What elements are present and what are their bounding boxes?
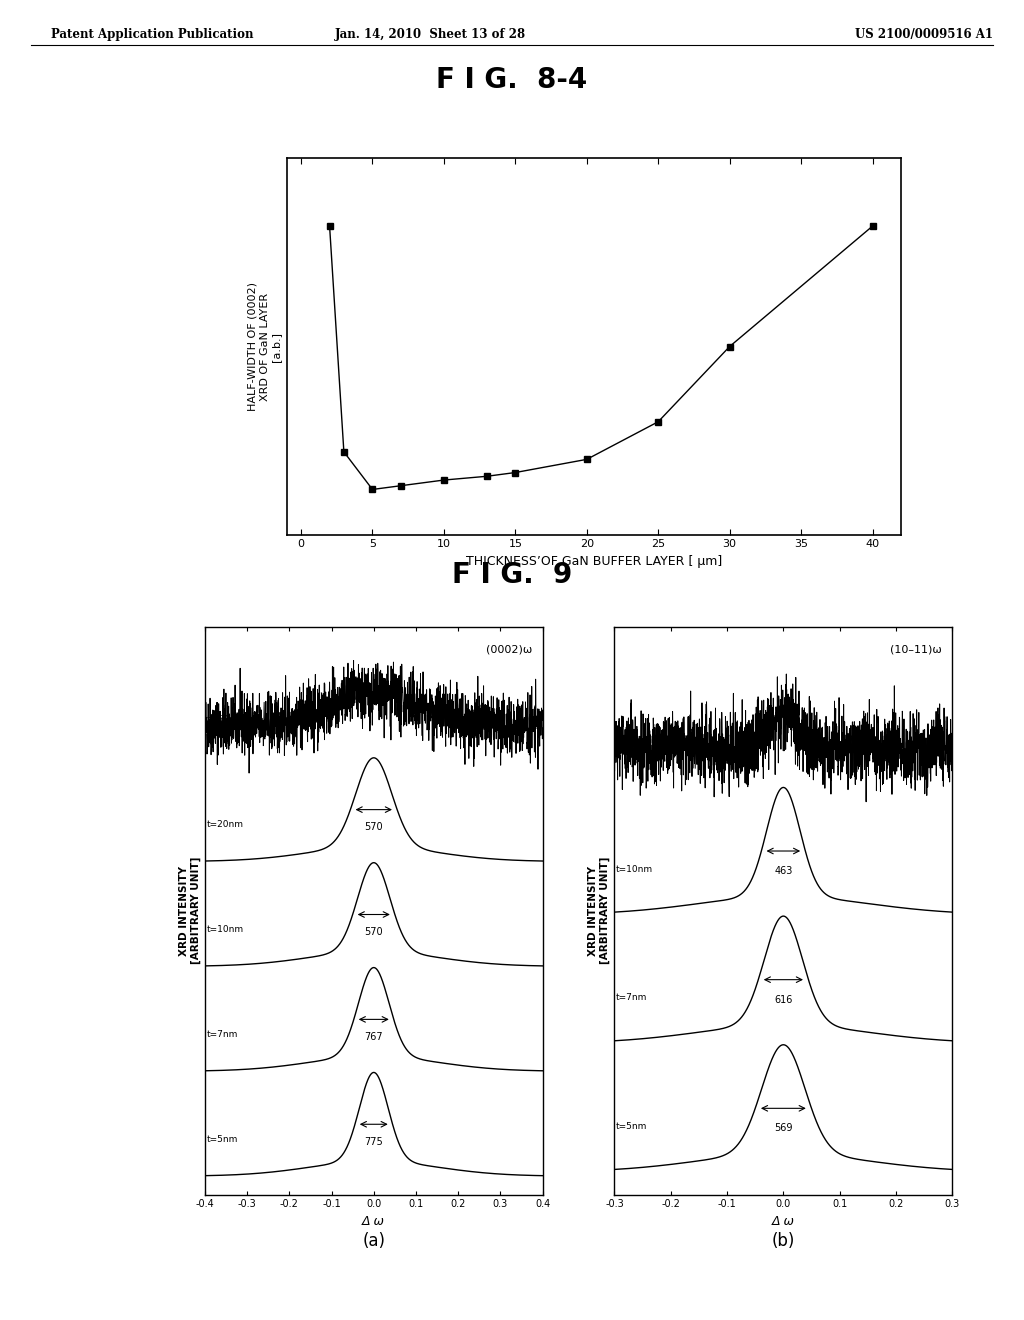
Text: t=10nm: t=10nm <box>616 865 653 874</box>
Text: t=7nm: t=7nm <box>616 994 647 1002</box>
Text: F I G.  8-4: F I G. 8-4 <box>436 66 588 94</box>
Text: 463: 463 <box>774 866 793 876</box>
Text: Jan. 14, 2010  Sheet 13 of 28: Jan. 14, 2010 Sheet 13 of 28 <box>335 28 525 41</box>
Text: (b): (b) <box>772 1232 795 1250</box>
Text: 569: 569 <box>774 1123 793 1134</box>
Text: Patent Application Publication: Patent Application Publication <box>51 28 254 41</box>
Text: t=20nm: t=20nm <box>207 820 244 829</box>
Y-axis label: XRD INTENSITY
[ARBITRARY UNIT]: XRD INTENSITY [ARBITRARY UNIT] <box>589 857 610 965</box>
Text: 767: 767 <box>365 1032 383 1041</box>
Text: US 2100/0009516 A1: US 2100/0009516 A1 <box>855 28 993 41</box>
Text: 616: 616 <box>774 995 793 1005</box>
Text: t=20nm: t=20nm <box>616 737 653 744</box>
Text: t=5nm: t=5nm <box>207 1135 238 1143</box>
Text: 775: 775 <box>365 1137 383 1147</box>
Text: t=5nm: t=5nm <box>616 1122 647 1131</box>
Text: F I G.  9: F I G. 9 <box>452 561 572 589</box>
Text: 570: 570 <box>365 822 383 832</box>
Text: (10–11)ω: (10–11)ω <box>891 644 942 653</box>
Text: (0002)ω: (0002)ω <box>486 644 532 653</box>
Text: t=60nm: t=60nm <box>207 715 244 725</box>
Y-axis label: HALF-WIDTH OF (0002)
XRD OF GaN LAYER
[a.b.]: HALF-WIDTH OF (0002) XRD OF GaN LAYER [a… <box>248 282 282 411</box>
Text: t=7nm: t=7nm <box>207 1030 238 1039</box>
Text: 570: 570 <box>365 927 383 937</box>
Text: (a): (a) <box>362 1232 385 1250</box>
Y-axis label: XRD INTENSITY
[ARBITRARY UNIT]: XRD INTENSITY [ARBITRARY UNIT] <box>179 857 201 965</box>
X-axis label: THICKNESS’OF GaN BUFFER LAYER [ μm]: THICKNESS’OF GaN BUFFER LAYER [ μm] <box>466 554 722 568</box>
X-axis label: Δ ω: Δ ω <box>362 1214 385 1228</box>
X-axis label: Δ ω: Δ ω <box>772 1214 795 1228</box>
Text: t=10nm: t=10nm <box>207 925 244 933</box>
